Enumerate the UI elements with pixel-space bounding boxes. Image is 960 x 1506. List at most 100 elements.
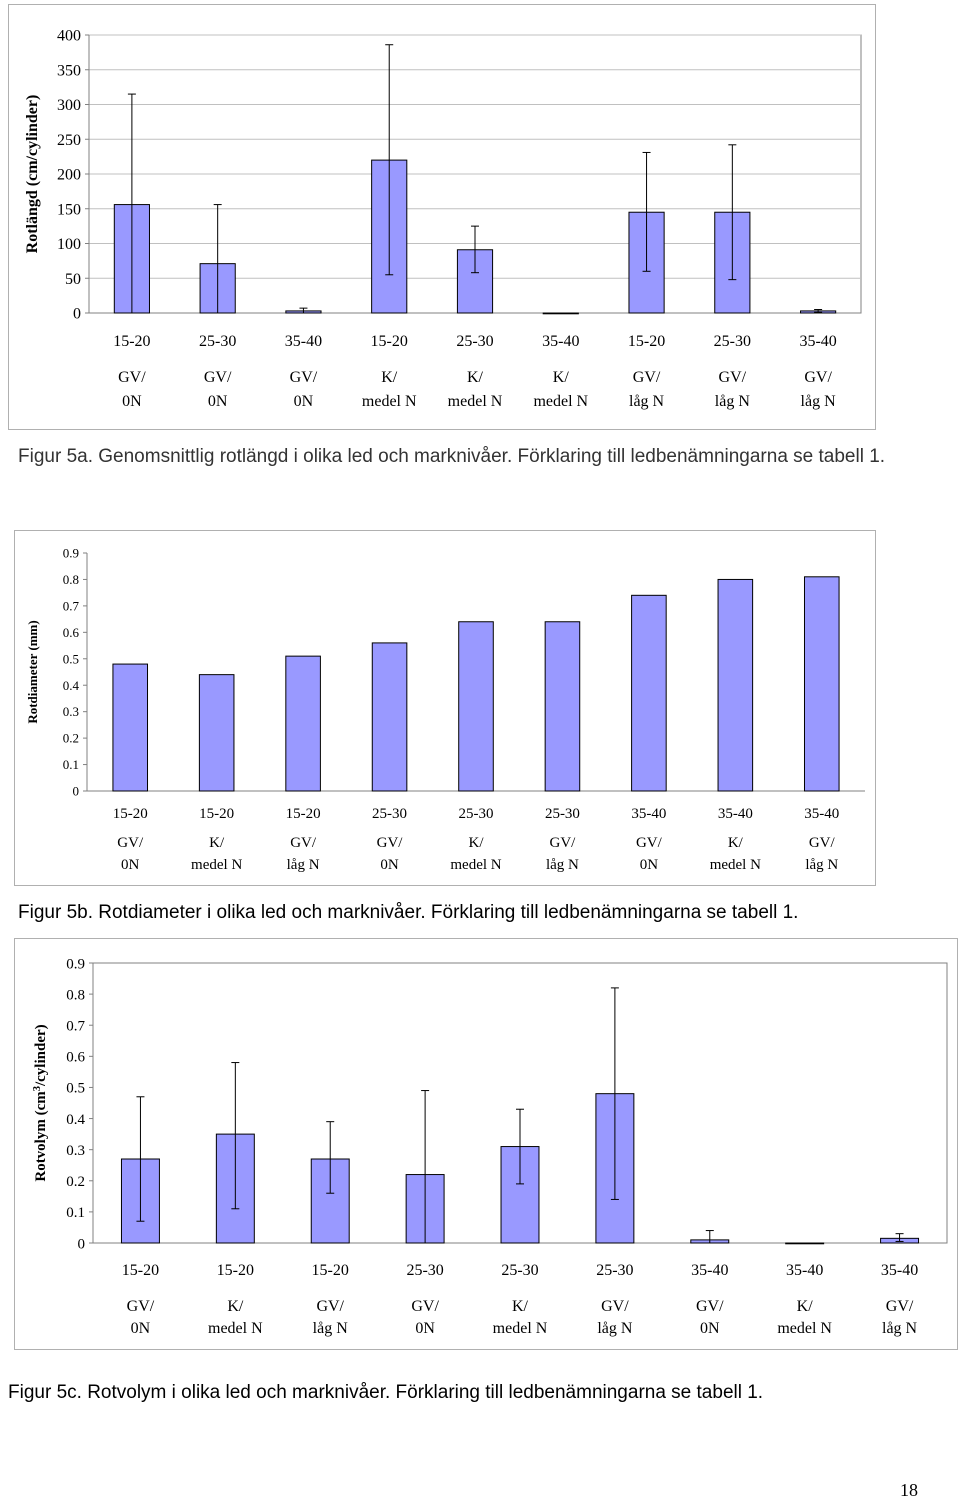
x-tick-treatment-label: GV/ — [127, 1298, 155, 1315]
x-tick-depth-label: 35-40 — [631, 806, 666, 822]
x-tick-nitrogen-label: låg N — [805, 857, 838, 873]
x-tick-treatment-label: GV/ — [290, 369, 318, 386]
x-tick-nitrogen-label: medel N — [710, 857, 761, 873]
x-tick-nitrogen-label: låg N — [546, 857, 579, 873]
y-tick-label: 300 — [57, 97, 81, 114]
y-tick-label: 0.1 — [66, 1205, 85, 1221]
chart-5b-svg: 0 0.1 0.2 0.3 0.4 0.5 0.6 0.7 0.8 0.9 Rotdiameter … — [25, 546, 865, 873]
x-tick-depth-label: 35-40 — [285, 333, 322, 350]
y-tick-label: 0.4 — [63, 678, 80, 693]
chart-5a: 0 50 100 150 200 250 300 350 400 Rotlängd (cm/cyl… — [8, 4, 876, 430]
x-tick-nitrogen-label: låg N — [715, 393, 751, 410]
x-tick-treatment-label: K/ — [512, 1298, 529, 1315]
chart-5c-svg: 0 0.1 0.2 0.3 0.4 0.5 0.6 0.7 0.8 0.9 Rotvolym (cm… — [32, 956, 948, 1337]
x-tick-nitrogen-label: 0N — [415, 1320, 435, 1337]
x-tick-depth-label: 15-20 — [122, 1262, 159, 1279]
x-tick-nitrogen-label: 0N — [640, 857, 659, 873]
x-tick-treatment-label: GV/ — [316, 1298, 344, 1315]
x-tick-treatment-label: GV/ — [696, 1298, 724, 1315]
y-tick-label: 400 — [57, 28, 81, 45]
y-tick-label: 0 — [73, 784, 80, 799]
y-tick-label: 50 — [65, 271, 81, 288]
y-tick-label: 0 — [78, 1236, 86, 1252]
bar — [542, 312, 579, 315]
y-tick-label: 0.4 — [66, 1112, 85, 1128]
x-tick-depth-label: 15-20 — [312, 1262, 349, 1279]
x-tick-nitrogen-label: medel N — [450, 857, 501, 873]
y-tick-label: 0.3 — [66, 1143, 85, 1159]
chart-5b: 0 0.1 0.2 0.3 0.4 0.5 0.6 0.7 0.8 0.9 Rotdiameter … — [14, 530, 876, 886]
x-tick-depth-label: 35-40 — [542, 333, 579, 350]
x-tick-nitrogen-label: 0N — [122, 393, 142, 410]
chart-5c: 0 0.1 0.2 0.3 0.4 0.5 0.6 0.7 0.8 0.9 Rotvolym (cm… — [14, 938, 958, 1350]
x-tick-treatment-label: K/ — [553, 369, 570, 386]
y-axis-label: Rotvolym (cm3/cylinder) — [32, 1024, 50, 1181]
y-tick-label: 0 — [73, 306, 81, 323]
x-tick-depth-label: 15-20 — [217, 1262, 254, 1279]
y-tick-label: 0.7 — [66, 1018, 85, 1034]
x-tick-treatment-label: GV/ — [117, 835, 144, 851]
x-tick-treatment-label: K/ — [381, 369, 398, 386]
x-tick-depth-label: 15-20 — [286, 806, 321, 822]
x-tick-depth-label: 35-40 — [786, 1262, 823, 1279]
x-tick-depth-label: 25-30 — [456, 333, 493, 350]
x-tick-depth-label: 25-30 — [545, 806, 580, 822]
x-tick-nitrogen-label: 0N — [700, 1320, 720, 1337]
x-tick-nitrogen-label: 0N — [121, 857, 140, 873]
x-tick-treatment-label: GV/ — [809, 835, 836, 851]
x-tick-nitrogen-label: 0N — [380, 857, 399, 873]
y-tick-label: 0.5 — [63, 651, 79, 666]
x-tick-depth-label: 15-20 — [113, 806, 148, 822]
y-tick-label: 0.1 — [63, 757, 79, 772]
x-tick-depth-label: 25-30 — [501, 1262, 538, 1279]
x-tick-nitrogen-label: låg N — [882, 1320, 918, 1337]
x-tick-nitrogen-label: låg N — [801, 393, 837, 410]
y-tick-label: 0.7 — [63, 598, 80, 613]
bar — [458, 621, 494, 792]
x-tick-treatment-label: GV/ — [886, 1298, 914, 1315]
chart-5a-svg: 0 50 100 150 200 250 300 350 400 Rotlängd (cm/cyl… — [24, 28, 862, 410]
x-tick-depth-label: 35-40 — [691, 1262, 728, 1279]
x-tick-nitrogen-label: låg N — [287, 857, 320, 873]
x-tick-treatment-label: K/ — [797, 1298, 814, 1315]
bar — [198, 674, 235, 792]
y-tick-label: 100 — [57, 236, 81, 253]
x-tick-treatment-label: GV/ — [804, 369, 832, 386]
x-tick-nitrogen-label: medel N — [533, 393, 588, 410]
x-tick-nitrogen-label: 0N — [131, 1320, 151, 1337]
x-tick-treatment-label: K/ — [209, 835, 225, 851]
y-tick-label: 0.6 — [63, 625, 80, 640]
caption-5a: Figur 5a. Genomsnittlig rotlängd i olika… — [18, 446, 886, 467]
bar — [785, 1242, 825, 1245]
x-tick-treatment-label: GV/ — [290, 835, 317, 851]
x-tick-depth-label: 35-40 — [804, 806, 839, 822]
bar — [631, 594, 667, 792]
x-tick-nitrogen-label: medel N — [448, 393, 503, 410]
x-tick-nitrogen-label: 0N — [294, 393, 314, 410]
x-tick-depth-label: 25-30 — [714, 333, 751, 350]
caption-5c: Figur 5c. Rotvolym i olika led och markn… — [8, 1382, 764, 1403]
x-tick-depth-label: 35-40 — [799, 333, 836, 350]
caption-5b: Figur 5b. Rotdiameter i olika led och ma… — [18, 902, 799, 923]
x-tick-nitrogen-label: medel N — [191, 857, 242, 873]
x-tick-nitrogen-label: låg N — [313, 1320, 349, 1337]
x-tick-nitrogen-label: medel N — [777, 1320, 832, 1337]
page-number: 18 — [900, 1480, 918, 1500]
y-tick-label: 0.2 — [66, 1174, 85, 1190]
bar — [371, 642, 408, 792]
y-tick-label: 0.9 — [63, 546, 79, 561]
x-tick-nitrogen-label: medel N — [362, 393, 417, 410]
x-tick-nitrogen-label: medel N — [493, 1320, 548, 1337]
y-tick-label: 0.9 — [66, 956, 85, 972]
x-tick-depth-label: 25-30 — [596, 1262, 633, 1279]
bar — [717, 578, 754, 792]
bar — [544, 621, 581, 792]
y-tick-label: 0.8 — [63, 572, 79, 587]
x-tick-treatment-label: K/ — [227, 1298, 244, 1315]
x-tick-depth-label: 15-20 — [199, 806, 234, 822]
y-tick-label: 250 — [57, 132, 81, 149]
bar — [112, 663, 149, 792]
y-axis-label: Rotdiameter (mm) — [25, 620, 40, 723]
x-tick-depth-label: 15-20 — [371, 333, 408, 350]
x-tick-nitrogen-label: medel N — [208, 1320, 263, 1337]
